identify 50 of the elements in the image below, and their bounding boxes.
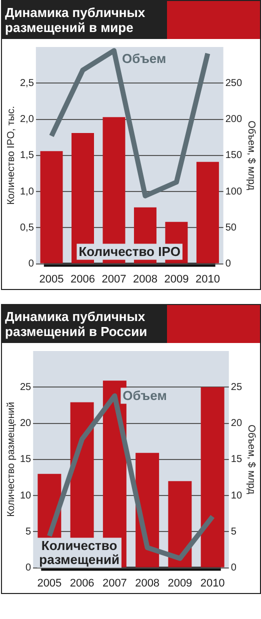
- y-tick-label: 0: [28, 258, 34, 270]
- y2-axis-title: Объем, $ млрд: [245, 424, 256, 494]
- x-tick-label: 2007: [102, 577, 127, 590]
- chart-title: Динамика публичных размещений в мире: [2, 1, 167, 39]
- y2-tick-label: 50: [225, 222, 237, 234]
- y-tick-label: 0,5: [20, 222, 34, 234]
- y2-tick-label: 5: [230, 526, 237, 538]
- y2-tick-label: 0: [225, 258, 232, 270]
- x-tick-label: 2005: [39, 273, 64, 286]
- y-tick-label: 0: [26, 562, 32, 574]
- y2-tick-label: 15: [230, 454, 242, 466]
- y2-tick-label: 20: [230, 418, 242, 430]
- series-label: Количество размещений: [39, 538, 120, 567]
- y2-tick-label: 10: [230, 490, 242, 502]
- y-tick-label: 15: [20, 454, 32, 466]
- y-axis-title: Количество IPO, тыс.: [6, 106, 17, 205]
- x-tick-label: 2006: [70, 273, 95, 286]
- y2-axis-title: Объем, $ млрд: [245, 120, 256, 190]
- bar: [200, 387, 224, 568]
- x-tick-label: 2005: [37, 577, 62, 590]
- x-tick-label: 2008: [132, 273, 158, 286]
- x-tick-label: 2009: [168, 577, 192, 590]
- chart-title: Динамика публичных размещений в России: [2, 305, 167, 343]
- y2-tick-label: 200: [225, 114, 242, 126]
- y-tick-label: 10: [20, 490, 32, 502]
- x-tick-label: 2009: [164, 273, 189, 286]
- x-tick-label: 2008: [135, 577, 160, 590]
- y2-tick-label: 250: [225, 78, 242, 89]
- series-label: Количество IPO: [78, 244, 180, 259]
- y-tick-label: 2,5: [20, 78, 34, 89]
- y2-tick-label: 100: [225, 186, 242, 198]
- y-tick-label: 1,5: [20, 150, 34, 162]
- y-tick-label: 1,0: [20, 186, 34, 198]
- y-tick-label: 25: [20, 382, 32, 393]
- y2-tick-label: 150: [225, 150, 242, 162]
- y-tick-label: 2,0: [20, 114, 34, 126]
- bar: [40, 151, 63, 264]
- y-tick-label: 20: [20, 418, 32, 430]
- x-tick-label: 2006: [70, 577, 94, 590]
- series-label: Объем: [122, 51, 166, 66]
- bar: [196, 162, 219, 264]
- y-axis-title: Количество размещений: [6, 402, 17, 517]
- y2-tick-label: 0: [230, 562, 237, 574]
- y-tick-label: 5: [26, 526, 32, 538]
- bar: [168, 481, 192, 568]
- x-tick-label: 2010: [200, 577, 225, 590]
- y2-tick-label: 25: [230, 382, 242, 393]
- series-label: Объем: [122, 388, 167, 403]
- x-tick-label: 2007: [102, 273, 126, 286]
- x-tick-label: 2010: [195, 273, 220, 286]
